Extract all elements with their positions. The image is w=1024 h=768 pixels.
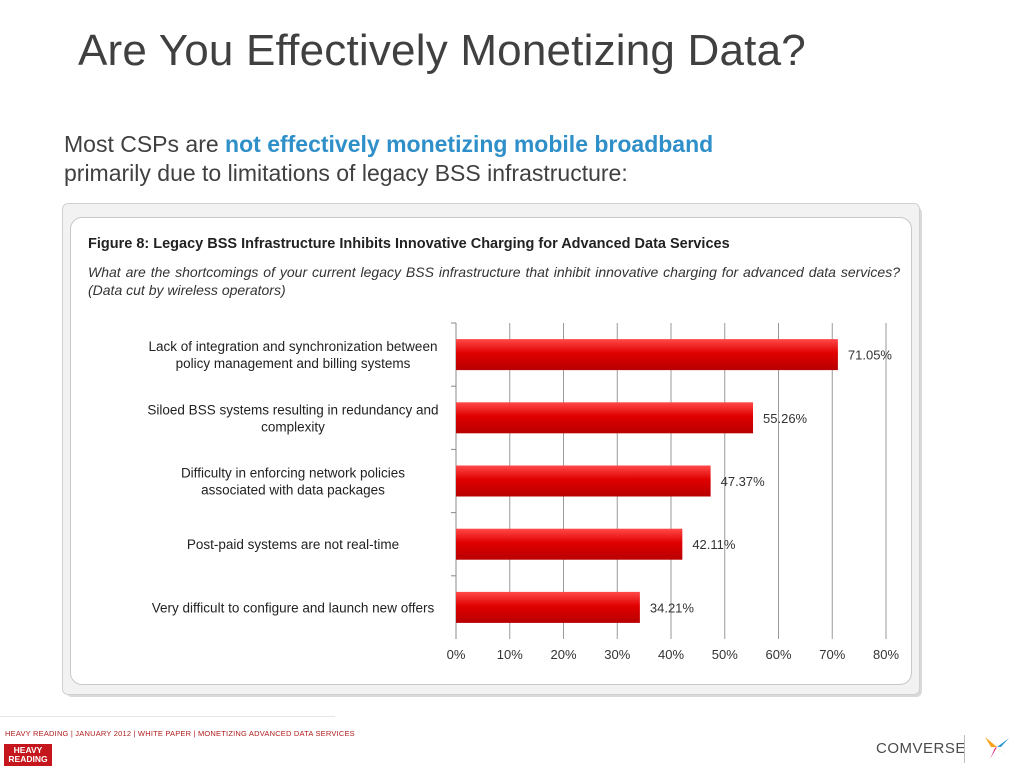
category-label: Post-paid systems are not real-time [187,537,399,552]
intro-text: Most CSPs are not effectively monetizing… [64,130,944,188]
brand-divider [964,735,965,763]
comverse-star-icon [985,737,1009,759]
slide-title: Are You Effectively Monetizing Data? [78,26,806,75]
tick-label: 70% [819,647,845,662]
figure-panel: Figure 8: Legacy BSS Infrastructure Inhi… [70,217,912,685]
category-label: associated with data packages [201,483,385,498]
bar-chart: 0% 10% 20% 30% 40% 50% 60% 70% 80% 71.05% Lack of … [147,322,899,662]
category-label: policy management and billing systems [176,356,411,371]
category-label: Lack of integration and synchronization … [149,339,438,354]
tick-label: 30% [604,647,630,662]
category-label: Difficulty in enforcing network policies [181,466,405,481]
value-label: 55.26% [763,411,808,426]
value-label: 34.21% [650,600,695,615]
comverse-brand: COMVERSE [876,740,966,757]
footer-divider [0,716,335,717]
logo-line-2: READING [8,754,48,764]
bar [456,528,683,560]
footer-text: HEAVY READING | JANUARY 2012 | WHITE PAP… [5,729,355,738]
bar [456,402,754,434]
tick-label: 80% [873,647,899,662]
category-label: Very difficult to configure and launch n… [152,600,435,615]
bar [456,591,640,623]
category-label: Siloed BSS systems resulting in redundan… [147,402,438,417]
bar [456,339,838,371]
tick-label: 40% [658,647,684,662]
logo-line-1: HEAVY [13,745,43,755]
intro-highlight: not effectively monetizing mobile broadb… [225,131,714,157]
tick-label: 10% [497,647,523,662]
value-label: 71.05% [848,348,893,363]
bar [456,465,711,497]
category-label: complexity [261,419,325,434]
value-label: 47.37% [721,474,766,489]
value-label: 42.11% [692,537,736,552]
tick-label: 50% [712,647,738,662]
tick-label: 20% [550,647,576,662]
figure-question: What are the shortcomings of your curren… [88,264,900,298]
tick-label: 0% [447,647,466,662]
intro-prefix: Most CSPs are [64,131,226,157]
intro-suffix: primarily due to limitations of legacy B… [64,160,628,186]
figure-frame: Figure 8: Legacy BSS Infrastructure Inhi… [62,203,920,695]
figure-title: Figure 8: Legacy BSS Infrastructure Inhi… [88,236,730,252]
heavy-reading-logo: HEAVY READING [4,744,52,766]
tick-label: 60% [765,647,791,662]
